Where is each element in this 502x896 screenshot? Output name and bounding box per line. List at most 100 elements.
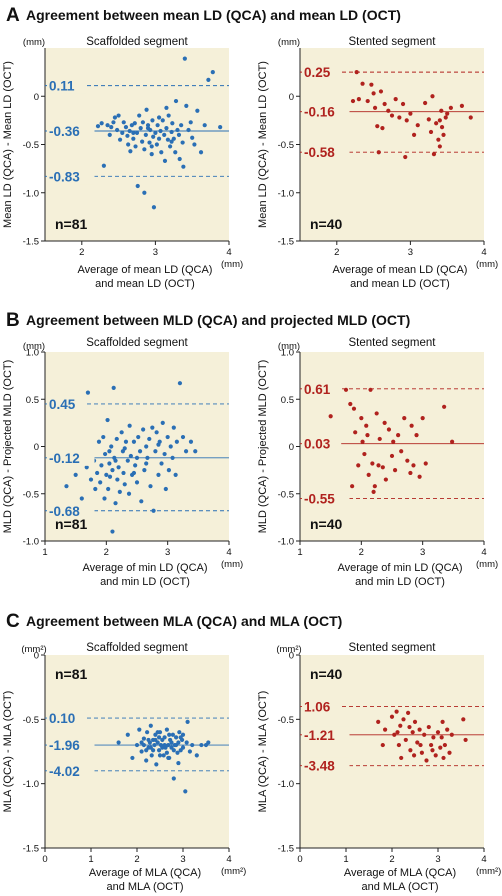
data-point	[117, 137, 123, 142]
data-point	[173, 98, 179, 104]
data-point	[422, 732, 427, 737]
data-point	[164, 105, 169, 110]
data-point	[141, 427, 146, 432]
data-point	[407, 724, 412, 730]
data-point	[145, 455, 150, 460]
data-point	[162, 742, 167, 748]
sample-size-label: n=40	[310, 516, 343, 532]
data-point	[435, 730, 441, 735]
data-point	[396, 433, 401, 438]
data-point	[101, 163, 106, 168]
data-point	[104, 472, 109, 477]
data-point	[365, 98, 370, 104]
data-point	[389, 714, 395, 719]
data-point	[144, 444, 149, 449]
x-tick-label: 1	[88, 854, 93, 865]
mean-difference-label: -1.21	[304, 728, 335, 743]
data-point	[111, 385, 116, 391]
data-point	[362, 451, 367, 457]
data-point	[181, 164, 186, 169]
data-point	[110, 468, 115, 473]
data-point	[156, 735, 162, 740]
data-point	[202, 123, 207, 128]
data-point	[171, 776, 176, 781]
data-point	[164, 750, 169, 755]
data-point	[206, 740, 211, 745]
data-point	[127, 423, 132, 428]
data-point	[399, 449, 404, 454]
data-point	[378, 89, 384, 94]
y-tick-label: -0.5	[278, 715, 294, 726]
y-tick-label: -0.5	[23, 140, 39, 151]
data-point	[365, 433, 370, 438]
data-point	[414, 433, 419, 438]
limit-of-agreement-label: 1.06	[304, 699, 331, 714]
data-point	[359, 416, 364, 421]
data-point	[171, 136, 176, 141]
data-point	[145, 730, 150, 735]
data-point	[431, 152, 437, 157]
limit-of-agreement-label: 0.11	[49, 79, 75, 94]
data-point	[174, 735, 179, 740]
data-point	[133, 463, 138, 468]
data-point	[423, 100, 428, 106]
y-tick-label: 0.5	[281, 395, 294, 406]
data-point	[210, 70, 215, 75]
y-tick-label: -1.5	[23, 237, 39, 248]
data-point	[128, 149, 133, 154]
data-point	[109, 444, 114, 449]
data-point	[169, 129, 174, 135]
x-unit-label: (mm²)	[221, 866, 246, 877]
data-point	[148, 745, 153, 750]
limit-of-agreement-label: 0.61	[304, 382, 331, 397]
data-point	[144, 107, 149, 112]
data-point	[110, 529, 115, 534]
data-point	[147, 140, 152, 145]
data-point	[162, 158, 168, 164]
data-point	[150, 425, 155, 430]
data-point	[144, 748, 149, 753]
data-point	[364, 423, 369, 428]
data-point	[149, 753, 154, 758]
plot-subtitle: Scaffolded segment	[86, 337, 188, 349]
data-point	[140, 120, 145, 125]
y-tick-label: 0	[34, 651, 39, 662]
data-point	[169, 740, 174, 745]
data-point	[463, 737, 468, 743]
data-point	[174, 439, 179, 444]
data-point	[439, 125, 445, 130]
y-tick-label: 0	[289, 442, 294, 453]
section-a-title: Agreement between mean LD (QCA) and mean…	[26, 7, 401, 23]
data-point	[173, 472, 178, 477]
data-point	[137, 449, 143, 454]
limit-of-agreement-label: -3.48	[304, 759, 335, 774]
limit-of-agreement-label: -0.68	[49, 504, 80, 519]
data-point	[165, 434, 170, 440]
data-point	[93, 486, 98, 492]
data-point	[156, 472, 161, 477]
data-point	[165, 137, 171, 142]
data-point	[430, 94, 435, 99]
data-point	[133, 144, 138, 149]
data-point	[109, 125, 114, 130]
data-point	[148, 723, 153, 728]
data-point	[188, 439, 194, 444]
data-point	[107, 474, 113, 479]
data-point	[132, 121, 137, 126]
data-point	[105, 417, 110, 423]
data-point	[403, 737, 408, 743]
data-point	[138, 125, 143, 131]
data-point	[356, 97, 361, 102]
data-point	[415, 123, 420, 128]
mean-difference-label: -1.96	[49, 738, 80, 753]
ref-label-background	[302, 103, 350, 120]
data-point	[400, 101, 406, 107]
data-point	[143, 132, 148, 137]
y-axis-label: Mean LD (QCA) - Mean LD (OCT)	[257, 61, 269, 228]
data-point	[95, 124, 101, 129]
y-tick-label: -1.0	[278, 779, 294, 790]
data-point	[123, 125, 129, 130]
